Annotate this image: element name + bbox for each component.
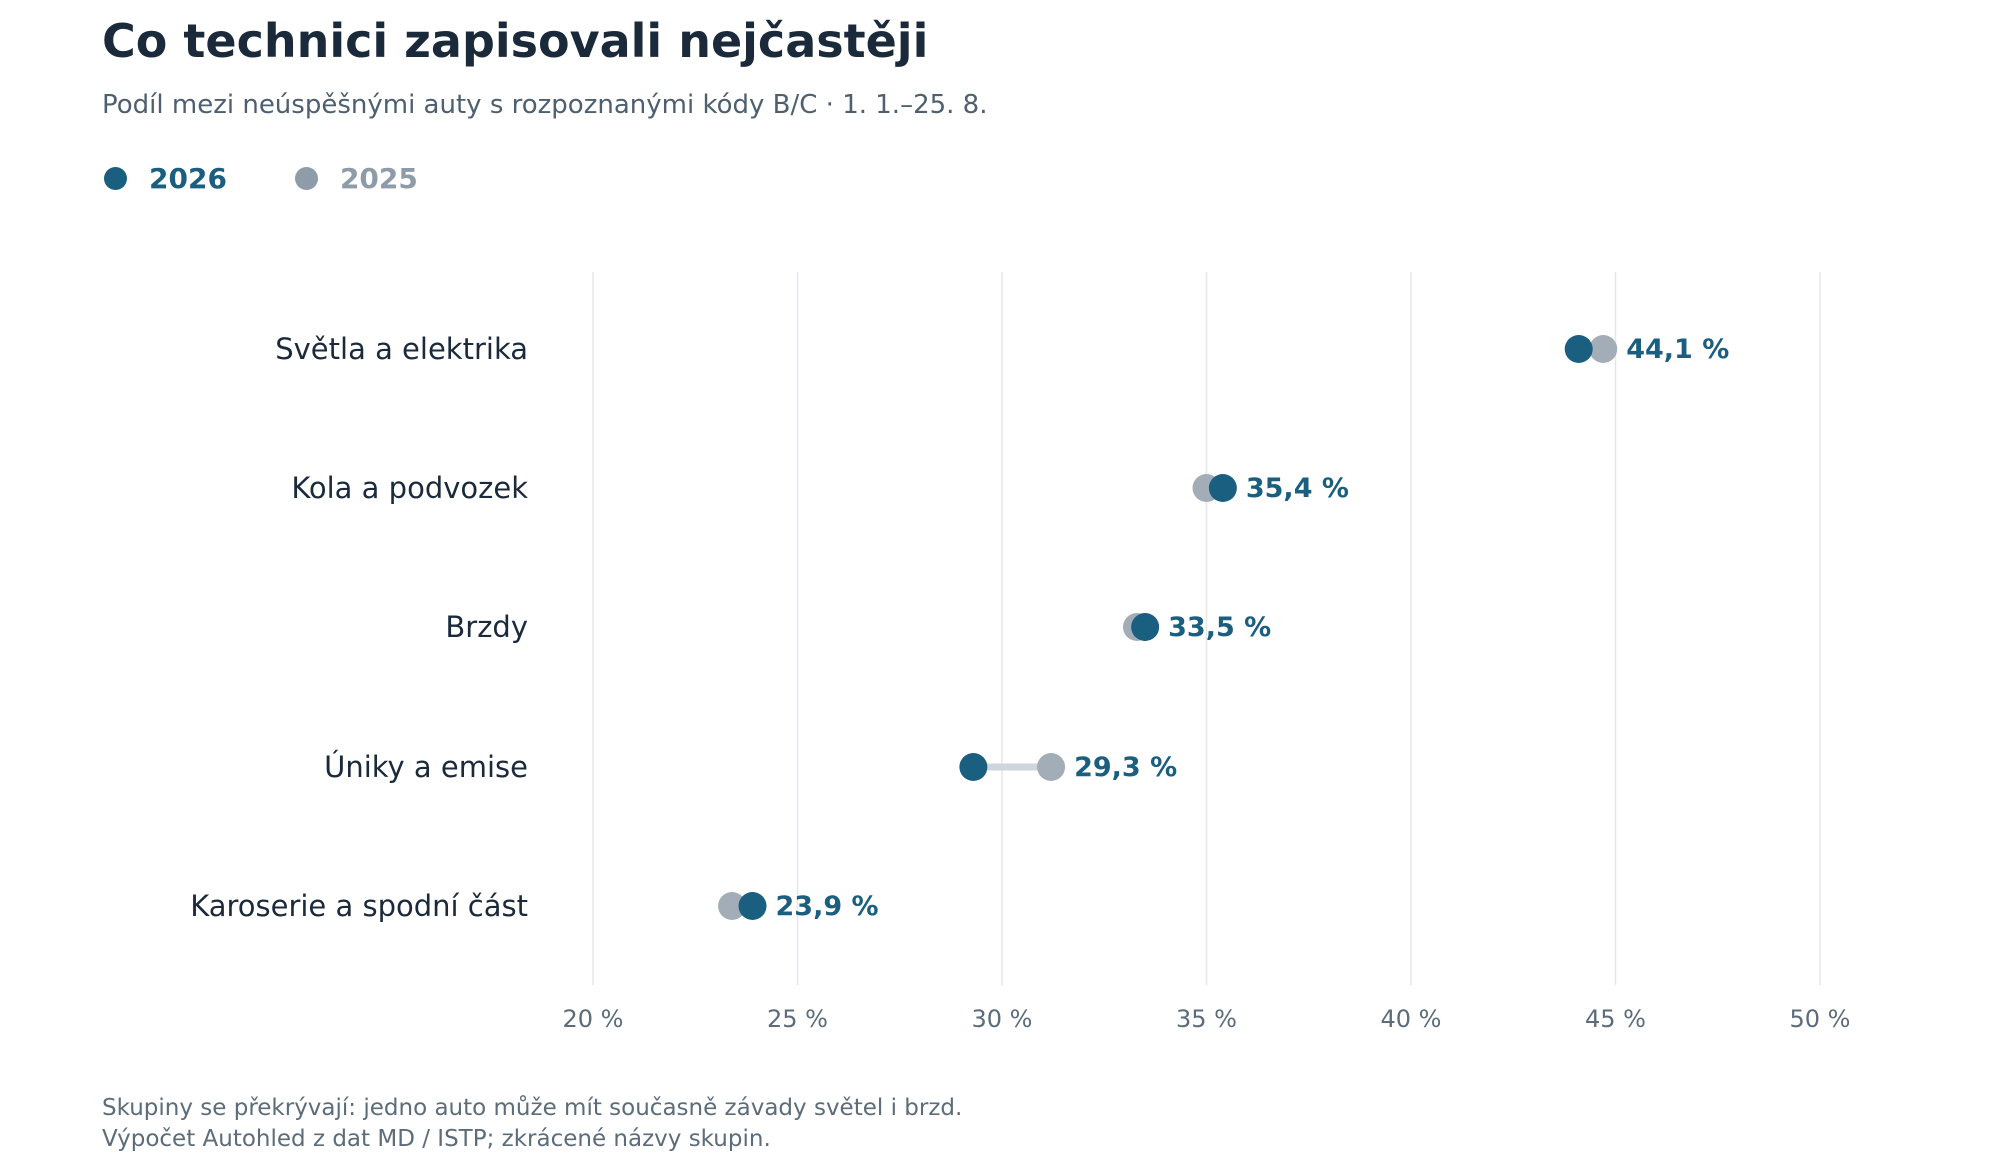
x-tick-label: 30 % bbox=[972, 1005, 1033, 1033]
value-label: 35,4 % bbox=[1246, 473, 1349, 504]
x-tick-label: 35 % bbox=[1176, 1005, 1237, 1033]
dot-2026 bbox=[738, 892, 767, 920]
category-label: Karoserie a spodní část bbox=[190, 889, 528, 923]
value-label: 29,3 % bbox=[1074, 752, 1177, 783]
dot-2026 bbox=[959, 753, 988, 781]
legend-label-2025: 2025 bbox=[339, 162, 418, 195]
dot-2025 bbox=[1589, 335, 1618, 363]
x-tick-label: 50 % bbox=[1790, 1005, 1851, 1033]
dot-2026 bbox=[1564, 335, 1593, 363]
legend-item-2025: 2025 bbox=[293, 162, 418, 195]
chart-subtitle: Podíl mezi neúspěšnými auty s rozpoznaný… bbox=[102, 90, 988, 120]
category-label: Úniky a emise bbox=[324, 750, 528, 784]
dot-2025 bbox=[718, 892, 747, 920]
legend: 2026 2025 bbox=[102, 162, 484, 195]
x-tick-label: 45 % bbox=[1585, 1005, 1646, 1033]
dot-2026 bbox=[1131, 613, 1160, 641]
legend-marker-2026 bbox=[104, 167, 127, 190]
footnote-source: Výpočet Autohled z dat MD / ISTP; zkráce… bbox=[102, 1126, 771, 1152]
legend-item-2026: 2026 bbox=[102, 162, 227, 195]
dot-2025 bbox=[1037, 753, 1066, 781]
value-label: 23,9 % bbox=[776, 891, 879, 922]
x-tick-label: 40 % bbox=[1381, 1005, 1442, 1033]
value-label: 33,5 % bbox=[1168, 612, 1271, 643]
category-label: Kola a podvozek bbox=[291, 471, 528, 505]
category-label: Brzdy bbox=[445, 610, 528, 644]
x-tick-label: 20 % bbox=[563, 1005, 624, 1033]
chart-title: Co technici zapisovali nejčastěji bbox=[102, 14, 929, 68]
legend-label-2026: 2026 bbox=[149, 162, 227, 195]
dot-plot-chart: 20 % 25 % 30 % 35 % 40 % 45 % 50 % Světla a ele… bbox=[190, 272, 1851, 1033]
footnote-overlap: Skupiny se překrývají: jedno auto může m… bbox=[102, 1095, 963, 1121]
category-label: Světla a elektrika bbox=[275, 332, 528, 366]
dot-2026 bbox=[1208, 474, 1237, 502]
value-label: 44,1 % bbox=[1626, 334, 1729, 365]
legend-marker-2025 bbox=[294, 167, 318, 190]
x-tick-label: 25 % bbox=[767, 1005, 828, 1033]
